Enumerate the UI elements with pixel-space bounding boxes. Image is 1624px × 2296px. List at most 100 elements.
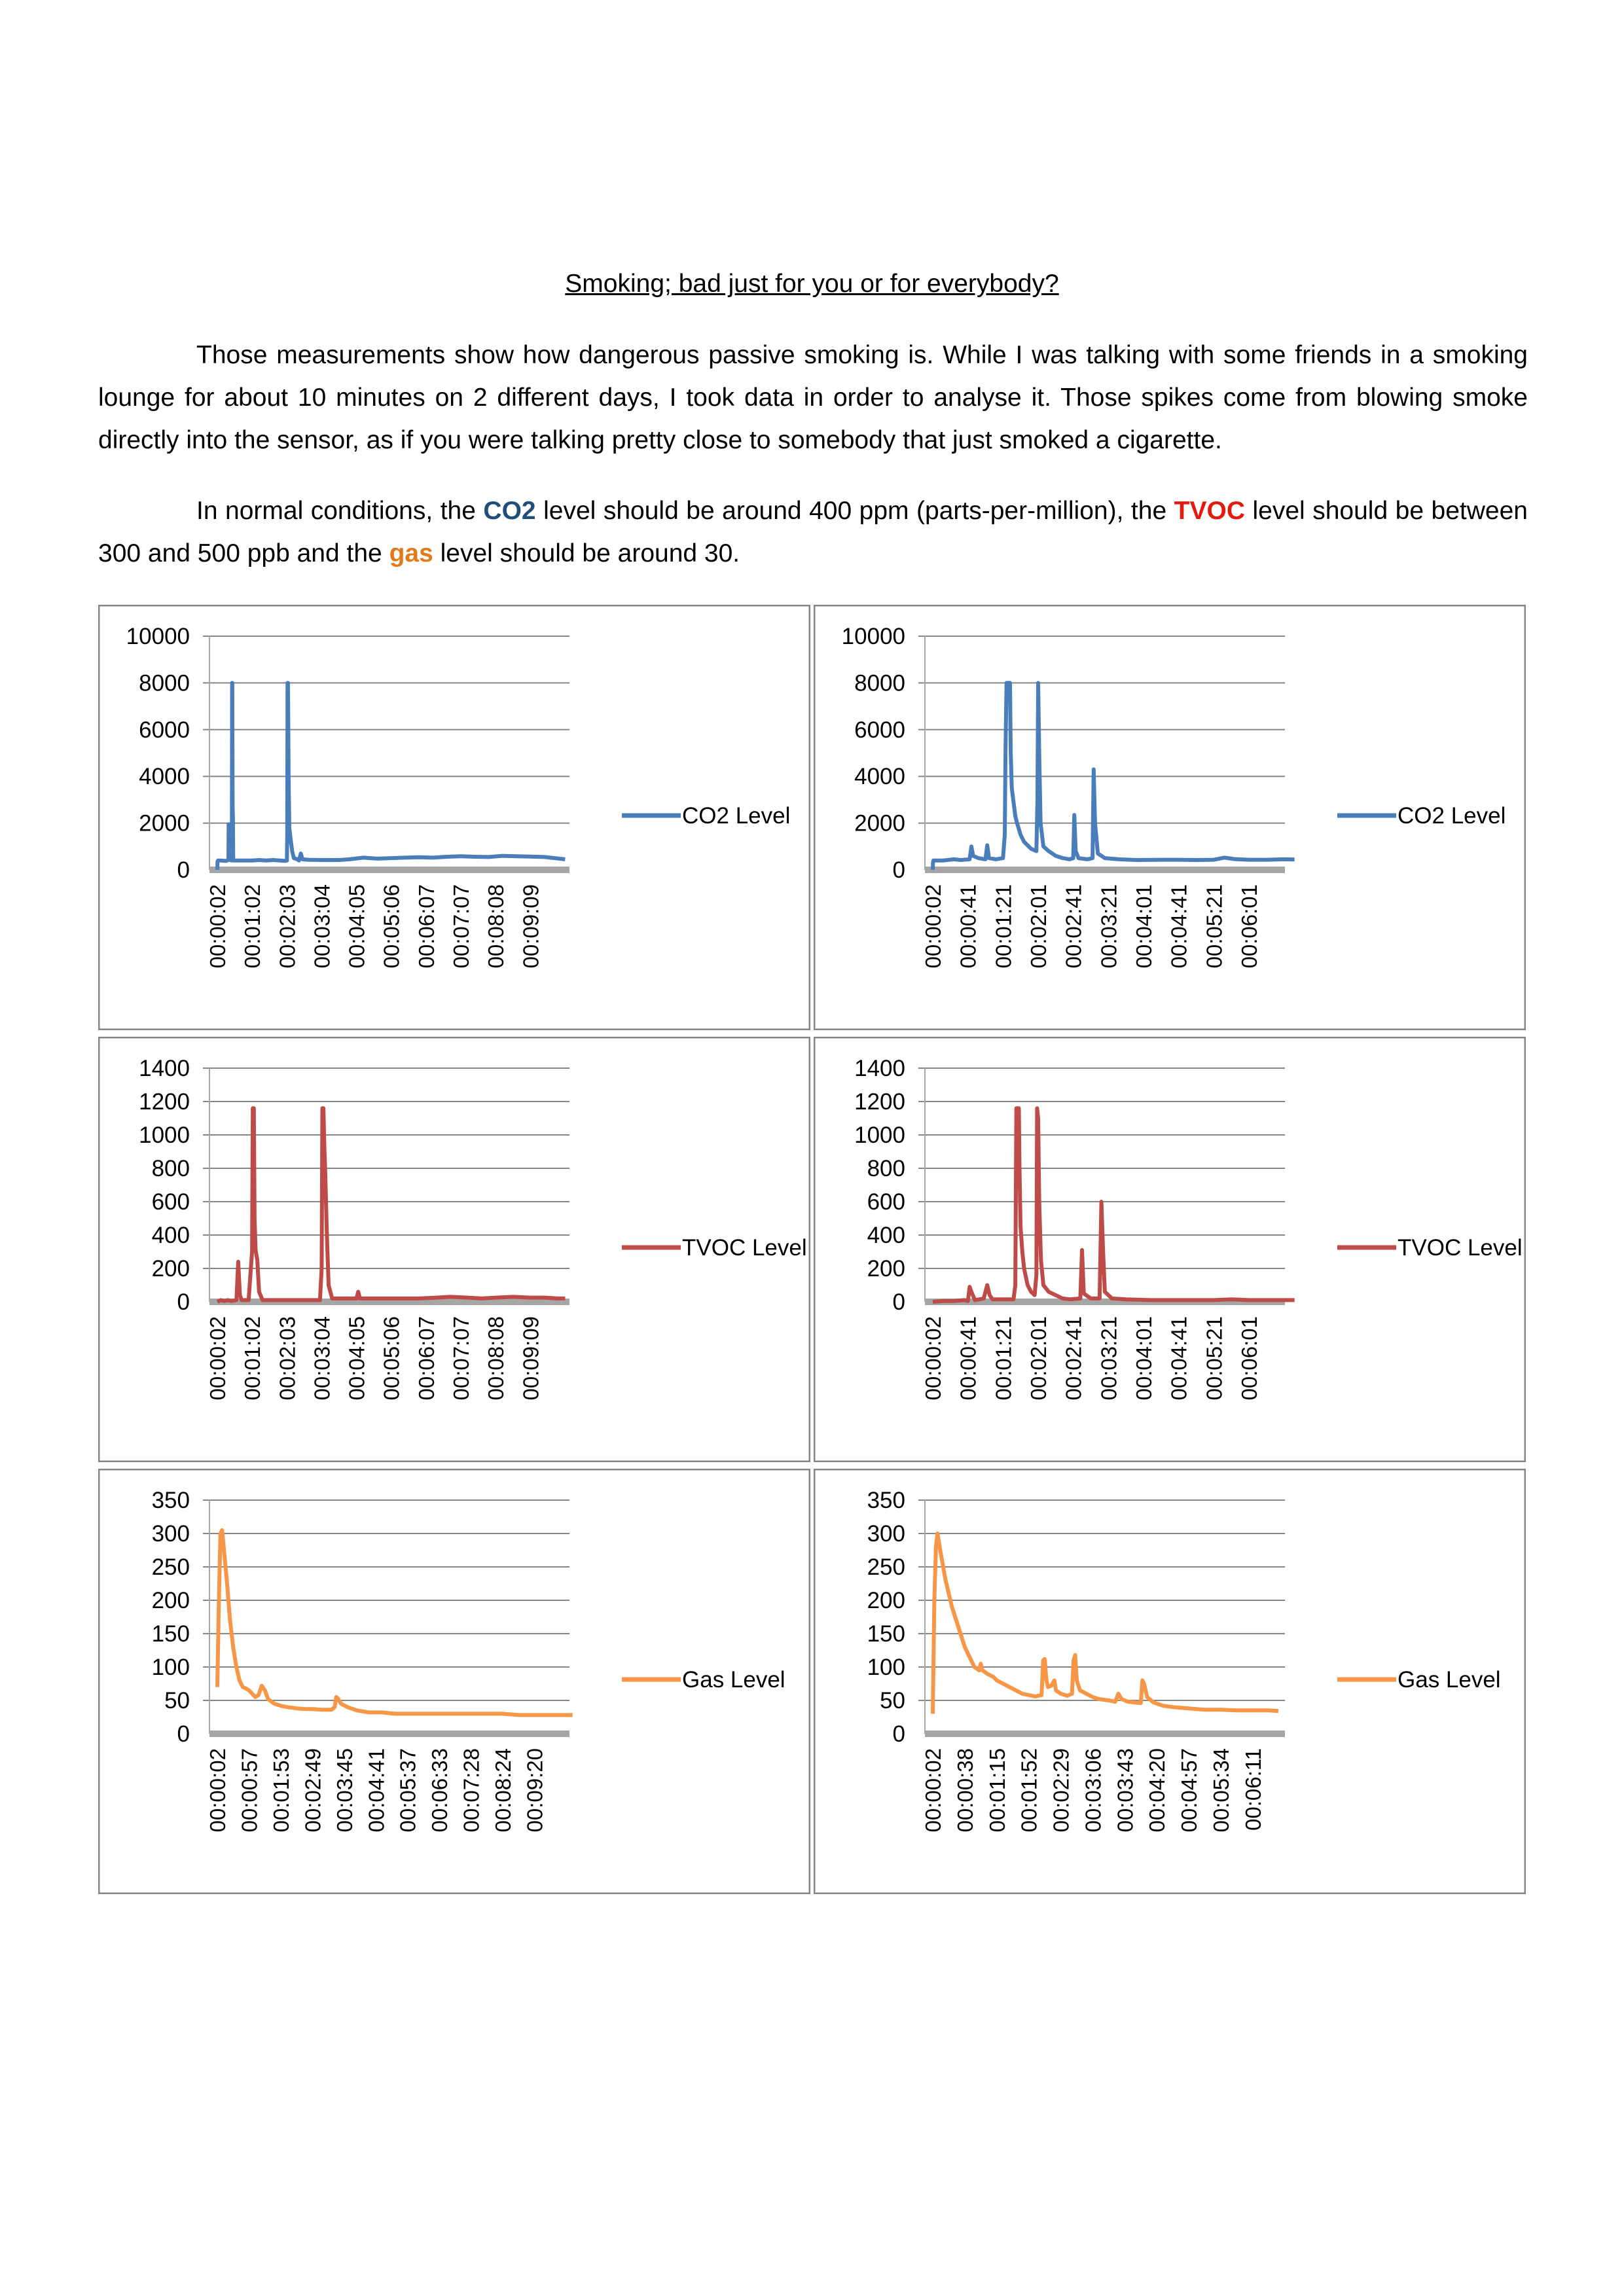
y-tick-label: 1000 — [139, 1122, 190, 1148]
x-tick-label: 00:08:24 — [491, 1748, 515, 1832]
conditions-text-4: level should be around 30. — [433, 539, 740, 567]
x-tick-label: 00:01:02 — [240, 884, 264, 968]
x-tick-label: 00:03:43 — [1113, 1748, 1137, 1832]
x-tick-label: 00:00:02 — [921, 1316, 945, 1400]
y-tick-label: 4000 — [854, 764, 905, 789]
y-tick-label: 2000 — [854, 811, 905, 836]
conditions-text-2: level should be around 400 ppm (parts-pe… — [535, 497, 1174, 525]
x-tick-label: 00:02:29 — [1049, 1748, 1074, 1832]
x-tick-label: 00:01:02 — [240, 1316, 264, 1400]
x-tick-label: 00:00:02 — [921, 1748, 945, 1832]
x-tick-label: 00:02:49 — [300, 1748, 325, 1832]
gas-keyword: gas — [389, 539, 433, 567]
series-line — [215, 681, 566, 870]
x-tick-label: 00:08:08 — [484, 1316, 508, 1400]
y-tick-label: 50 — [164, 1688, 190, 1713]
x-tick-label: 00:04:01 — [1132, 884, 1156, 968]
x-tick-label: 00:04:41 — [1167, 884, 1191, 968]
x-tick-label: 00:04:01 — [1132, 1316, 1156, 1400]
gas-chart-day2: 0 50 100 150 200 250 300 350 00:00:02 00:00:38 00:… — [814, 1469, 1526, 1894]
legend-label: CO2 Level — [682, 803, 790, 829]
page-title: Smoking; bad just for you or for everybo… — [565, 270, 1059, 298]
y-tick-label: 1000 — [854, 1122, 905, 1148]
y-tick-label: 10000 — [842, 624, 905, 649]
x-tick-label: 00:05:21 — [1202, 884, 1226, 968]
x-tick-label: 00:04:41 — [1167, 1316, 1191, 1400]
y-tick-label: 600 — [867, 1189, 905, 1215]
y-tick-label: 4000 — [139, 764, 190, 789]
conditions-paragraph: In normal conditions, the CO2 level shou… — [98, 490, 1528, 575]
intro-text: Those measurements show how dangerous pa… — [98, 341, 1528, 454]
x-tick-label: 00:00:02 — [206, 1316, 230, 1400]
x-tick-label: 00:04:41 — [364, 1748, 388, 1832]
legend-label: Gas Level — [682, 1667, 785, 1693]
series-line — [931, 1532, 1279, 1714]
co2-chart-day1: 0 2000 4000 6000 8000 10000 00:00:02 00:01:02 00… — [98, 605, 810, 1030]
legend-label: TVOC Level — [1398, 1235, 1523, 1261]
x-tick-label: 00:06:11 — [1241, 1748, 1265, 1831]
x-tick-label: 00:01:21 — [991, 1316, 1015, 1400]
x-tick-label: 00:05:34 — [1209, 1748, 1233, 1832]
y-tick-label: 2000 — [139, 811, 190, 836]
y-tick-label: 0 — [177, 857, 190, 883]
x-tick-label: 00:03:21 — [1096, 1316, 1121, 1400]
conditions-text-3: level should be between 300 and 500 ppb … — [98, 497, 1528, 567]
conditions-text-1: In normal conditions, the — [196, 497, 484, 525]
x-tick-label: 00:00:57 — [237, 1748, 261, 1832]
series-line — [215, 1528, 573, 1717]
y-tick-label: 200 — [152, 1256, 190, 1282]
y-tick-label: 0 — [177, 1721, 190, 1747]
chart-frame — [98, 605, 810, 1030]
y-tick-label: 200 — [152, 1588, 190, 1613]
x-tick-label: 00:03:21 — [1096, 884, 1121, 968]
y-tick-label: 350 — [867, 1488, 905, 1513]
y-tick-label: 100 — [867, 1655, 905, 1680]
x-tick-label: 00:02:01 — [1026, 1316, 1051, 1400]
y-tick-label: 400 — [152, 1223, 190, 1248]
y-tick-label: 100 — [152, 1655, 190, 1680]
y-tick-label: 8000 — [854, 670, 905, 696]
y-tick-label: 6000 — [854, 717, 905, 743]
chart-frame — [814, 1037, 1526, 1462]
x-tick-label: 00:00:41 — [956, 884, 981, 968]
x-tick-label: 00:02:41 — [1062, 1316, 1086, 1400]
y-tick-label: 50 — [880, 1688, 905, 1713]
x-tick-label: 00:06:33 — [427, 1748, 452, 1832]
co2-keyword: CO2 — [483, 497, 536, 525]
y-tick-label: 1400 — [854, 1056, 905, 1081]
x-tick-label: 00:07:07 — [449, 884, 473, 968]
y-tick-label: 250 — [867, 1554, 905, 1580]
x-tick-label: 00:06:01 — [1237, 884, 1261, 968]
x-tick-label: 00:01:52 — [1017, 1748, 1041, 1832]
tvoc-chart-day2: 0 200 400 600 800 1000 1200 1400 00:00:02 00:00:4… — [814, 1037, 1526, 1462]
x-tick-label: 00:07:28 — [460, 1748, 484, 1832]
x-tick-label: 00:03:45 — [333, 1748, 357, 1832]
x-tick-label: 00:00:38 — [953, 1748, 977, 1832]
x-tick-label: 00:08:08 — [484, 884, 508, 968]
x-tick-label: 00:02:01 — [1026, 884, 1051, 968]
x-tick-label: 00:06:07 — [414, 884, 439, 968]
y-tick-label: 300 — [867, 1521, 905, 1547]
chart-frame — [814, 605, 1526, 1030]
series-line — [932, 1106, 1295, 1304]
x-tick-label: 00:05:21 — [1202, 1316, 1226, 1400]
x-tick-label: 00:02:03 — [275, 884, 299, 968]
y-tick-label: 0 — [893, 1289, 905, 1315]
y-tick-label: 800 — [867, 1156, 905, 1181]
x-tick-label: 00:05:06 — [380, 884, 404, 968]
y-tick-label: 400 — [867, 1223, 905, 1248]
y-tick-label: 200 — [867, 1256, 905, 1282]
x-tick-label: 00:03:04 — [310, 884, 334, 968]
x-tick-label: 00:00:02 — [206, 884, 230, 968]
y-tick-label: 6000 — [139, 717, 190, 743]
legend-label: TVOC Level — [682, 1235, 807, 1261]
y-tick-label: 1200 — [854, 1089, 905, 1115]
intro-paragraph: Those measurements show how dangerous pa… — [98, 334, 1528, 461]
series-line — [216, 1106, 566, 1304]
y-tick-label: 0 — [177, 1289, 190, 1315]
y-tick-label: 0 — [893, 857, 905, 883]
y-tick-label: 150 — [867, 1621, 905, 1647]
y-tick-label: 8000 — [139, 670, 190, 696]
y-tick-label: 800 — [152, 1156, 190, 1181]
x-tick-label: 00:05:06 — [380, 1316, 404, 1400]
